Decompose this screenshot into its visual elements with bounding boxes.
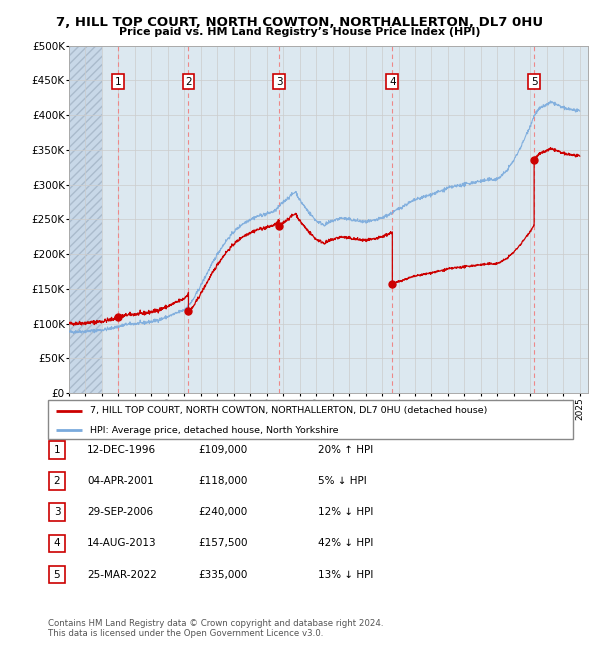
Text: 7, HILL TOP COURT, NORTH COWTON, NORTHALLERTON, DL7 0HU: 7, HILL TOP COURT, NORTH COWTON, NORTHAL…: [56, 16, 544, 29]
Text: £157,500: £157,500: [198, 538, 248, 549]
Text: 2: 2: [185, 77, 192, 86]
Text: £335,000: £335,000: [198, 569, 247, 580]
Bar: [69, 46, 102, 393]
Text: Contains HM Land Registry data © Crown copyright and database right 2024.
This d: Contains HM Land Registry data © Crown c…: [48, 619, 383, 638]
Text: 3: 3: [276, 77, 283, 86]
Text: 4: 4: [389, 77, 395, 86]
Text: 42% ↓ HPI: 42% ↓ HPI: [318, 538, 373, 549]
Text: 4: 4: [53, 538, 61, 549]
Text: £109,000: £109,000: [198, 445, 247, 455]
Text: 5% ↓ HPI: 5% ↓ HPI: [318, 476, 367, 486]
FancyBboxPatch shape: [49, 441, 65, 459]
Text: 20% ↑ HPI: 20% ↑ HPI: [318, 445, 373, 455]
Text: £240,000: £240,000: [198, 507, 247, 517]
Text: £118,000: £118,000: [198, 476, 247, 486]
Text: 12-DEC-1996: 12-DEC-1996: [87, 445, 156, 455]
Text: 1: 1: [53, 445, 61, 455]
FancyBboxPatch shape: [49, 472, 65, 490]
Text: 7, HILL TOP COURT, NORTH COWTON, NORTHALLERTON, DL7 0HU (detached house): 7, HILL TOP COURT, NORTH COWTON, NORTHAL…: [90, 406, 487, 415]
Text: 29-SEP-2006: 29-SEP-2006: [87, 507, 153, 517]
Text: 13% ↓ HPI: 13% ↓ HPI: [318, 569, 373, 580]
Text: 5: 5: [531, 77, 538, 86]
Text: 25-MAR-2022: 25-MAR-2022: [87, 569, 157, 580]
Text: HPI: Average price, detached house, North Yorkshire: HPI: Average price, detached house, Nort…: [90, 426, 338, 435]
Text: 04-APR-2001: 04-APR-2001: [87, 476, 154, 486]
FancyBboxPatch shape: [49, 566, 65, 584]
Text: 2: 2: [53, 476, 61, 486]
Text: Price paid vs. HM Land Registry’s House Price Index (HPI): Price paid vs. HM Land Registry’s House …: [119, 27, 481, 37]
Text: 14-AUG-2013: 14-AUG-2013: [87, 538, 157, 549]
Text: 1: 1: [115, 77, 121, 86]
Text: 5: 5: [53, 569, 61, 580]
Text: 12% ↓ HPI: 12% ↓ HPI: [318, 507, 373, 517]
Text: 3: 3: [53, 507, 61, 517]
FancyBboxPatch shape: [48, 400, 573, 439]
FancyBboxPatch shape: [49, 534, 65, 552]
FancyBboxPatch shape: [49, 503, 65, 521]
